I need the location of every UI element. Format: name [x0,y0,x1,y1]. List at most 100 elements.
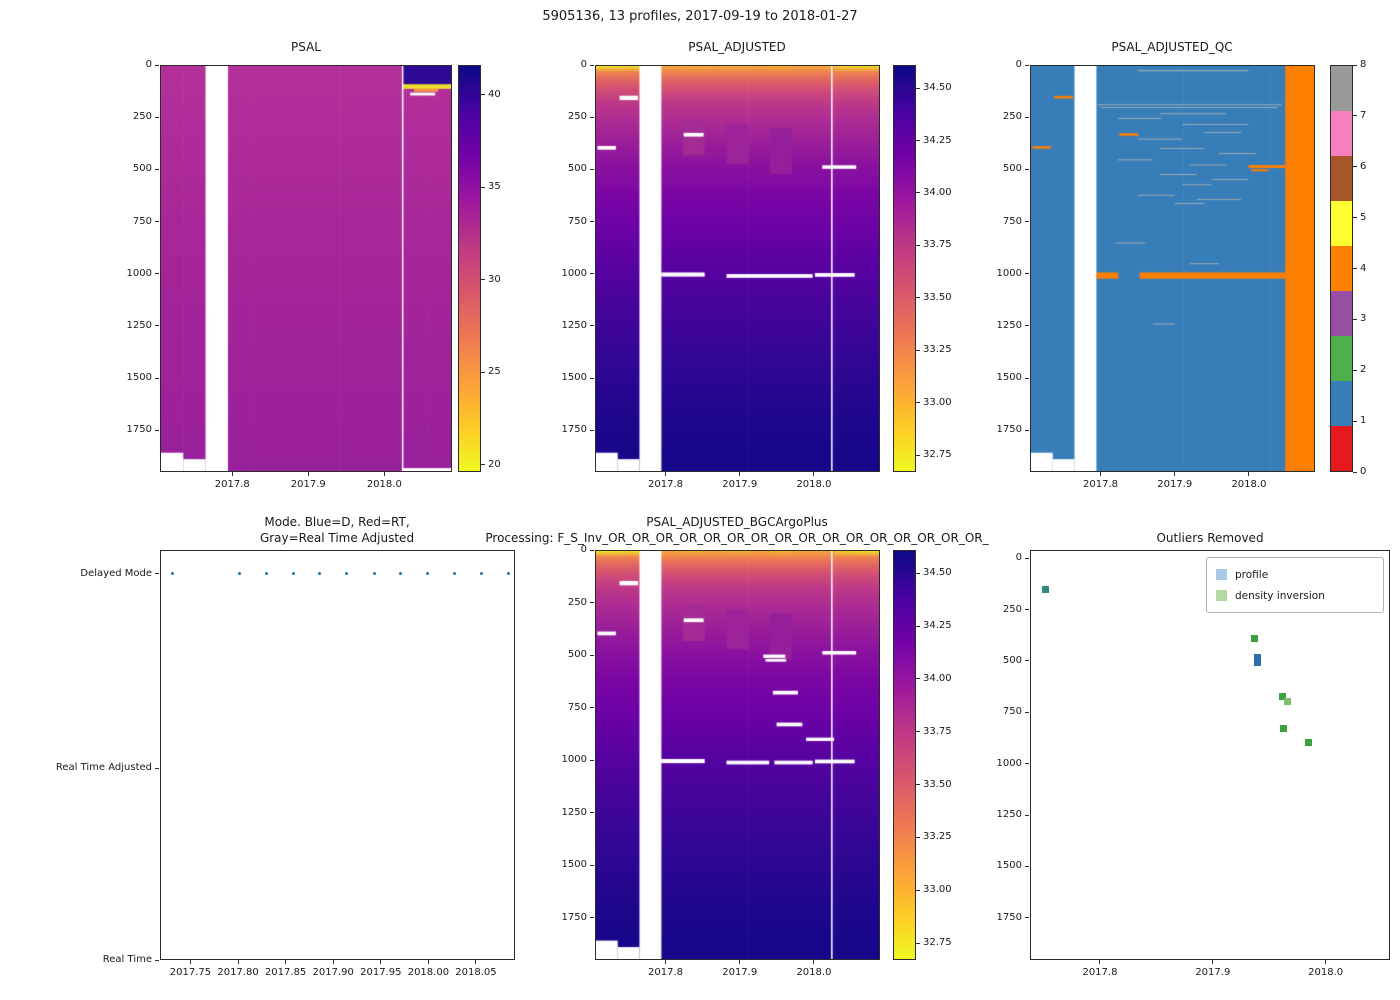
y-tick-label: 750 [567,701,587,713]
colorbar-tick-label: 33.25 [923,831,952,843]
y-tick [590,917,594,919]
bgc-title: PSAL_ADJUSTED_BGCArgoPlus [646,515,828,529]
colorbar-tick [481,94,485,96]
psal-adjusted-qc-title: PSAL_ADJUSTED_QC [1111,40,1233,54]
y-tick-label: 750 [567,215,587,227]
density-inversion-legend-label: density inversion [1235,589,1325,602]
colorbar-tick [1353,471,1357,473]
colorbar-tick [916,87,920,89]
psal-adjusted-bgc-plot [595,550,880,960]
colorbar-tick-label: 33.50 [923,778,952,790]
x-tick-label: 2017.9 [1195,967,1231,978]
y-tick-label: 1000 [561,754,587,766]
colorbar-tick-label: 35 [488,181,501,193]
outlier-point [1042,585,1050,593]
colorbar-tick-label: 7 [1360,109,1367,121]
mode-point [238,572,242,576]
colorbar-tick [481,371,485,373]
x-tick [332,960,334,964]
y-tick [155,959,159,961]
x-tick [1174,472,1176,476]
colorbar-segment [1331,381,1352,426]
colorbar-tick-label: 40 [488,88,501,100]
mode-point [452,572,456,576]
y-tick [1025,64,1029,66]
colorbar-tick-label: 33.50 [923,291,952,303]
x-tick [1099,960,1101,964]
mode-ytick-delayed-mode: Delayed Mode [80,568,152,579]
mode-ytick-real-time-adjusted: Real Time Adjusted [55,762,152,773]
colorbar-tick [481,464,485,466]
x-tick [427,960,429,964]
colorbar-tick [916,192,920,194]
colorbar-tick [916,244,920,246]
y-tick-label: 1250 [996,809,1022,821]
psal-adjusted-plot [595,65,880,472]
psal-heatmap-canvas [161,66,451,471]
colorbar-tick [1353,64,1357,66]
colorbar-tick-label: 25 [488,366,501,378]
x-tick-label: 2017.9 [722,479,758,490]
mode-ytick-real-time: Real Time [102,954,152,965]
colorbar-segment [1331,156,1352,201]
x-tick-label: 2018.0 [1308,967,1344,978]
y-tick-label: 500 [132,163,152,175]
x-tick [665,960,666,964]
colorbar-tick-label: 30 [488,273,501,285]
x-tick-label: 2017.9 [1157,479,1193,490]
x-tick-label: 2017.8 [648,479,683,490]
y-tick-label: 750 [132,215,152,227]
psal-adjusted-colorbar [893,65,916,472]
x-tick-label: 2018.0 [366,479,402,490]
colorbar-tick [916,454,920,456]
outlier-point [1279,692,1287,700]
x-tick-label: 2017.80 [217,967,259,978]
x-tick-label: 2017.8 [1082,967,1118,978]
density-inversion-swatch-icon [1216,590,1227,601]
colorbar-tick [916,731,920,733]
mode-point [425,572,429,576]
y-tick-label: 750 [1002,215,1022,227]
y-tick-label: 0 [1015,552,1022,564]
x-tick [739,960,741,964]
psal-title: PSAL [291,40,321,54]
y-tick [590,116,594,118]
colorbar-tick [916,572,920,574]
y-tick-label: 1500 [996,860,1022,872]
y-tick-label: 500 [1002,163,1022,175]
psal_adjusted-heatmap-canvas [596,66,879,471]
x-tick [813,960,815,964]
y-tick-label: 1250 [996,319,1022,331]
x-tick-label: 2017.8 [1083,479,1118,490]
colorbar-segment [1331,426,1352,471]
y-tick-label: 1750 [996,911,1022,923]
y-tick-label: 250 [1002,603,1022,615]
legend-item-density-inversion: density inversion [1216,585,1374,606]
y-tick [1025,660,1029,662]
y-tick [590,759,594,761]
x-tick [475,960,477,964]
y-tick [155,116,159,118]
psal_adjusted_qc-heatmap-canvas [1031,66,1314,471]
colorbar-tick [916,625,920,627]
y-tick [1025,917,1029,919]
colorbar-tick [916,942,920,944]
y-tick [590,221,594,223]
y-tick-label: 1000 [561,267,587,279]
figure-title: 5905136, 13 profiles, 2017-09-19 to 2018… [542,9,858,24]
colorbar-tick [916,402,920,404]
x-tick-label: 2017.95 [360,967,402,978]
outlier-point [1280,724,1288,732]
y-tick-label: 1500 [126,372,152,384]
colorbar-tick [916,678,920,680]
colorbar-tick [1353,166,1357,168]
mode-title: Mode. Blue=D, Red=RT, [264,515,410,529]
outlier-point [1254,659,1262,667]
psal-adjusted-title: PSAL_ADJUSTED [688,40,786,54]
y-tick [590,707,594,709]
y-tick [155,168,159,170]
colorbar-tick-label: 33.25 [923,344,952,356]
colorbar-segment [1331,66,1352,111]
y-tick-label: 1500 [561,859,587,871]
x-tick-label: 2017.8 [214,479,250,490]
